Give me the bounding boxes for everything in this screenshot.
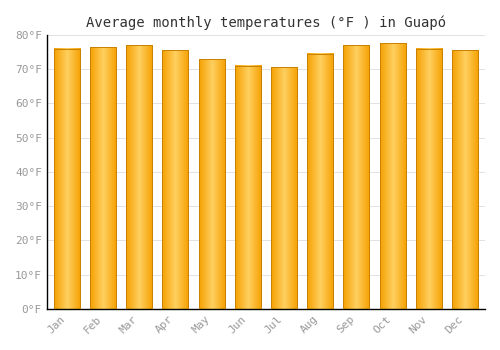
Bar: [344, 45, 369, 309]
Bar: [307, 54, 334, 309]
Bar: [380, 43, 406, 309]
Bar: [54, 49, 80, 309]
Bar: [126, 45, 152, 309]
Bar: [198, 59, 224, 309]
Title: Average monthly temperatures (°F ) in Guapó: Average monthly temperatures (°F ) in Gu…: [86, 15, 446, 29]
Bar: [235, 66, 261, 309]
Bar: [416, 49, 442, 309]
Bar: [271, 67, 297, 309]
Bar: [90, 47, 116, 309]
Bar: [452, 50, 478, 309]
Bar: [162, 50, 188, 309]
